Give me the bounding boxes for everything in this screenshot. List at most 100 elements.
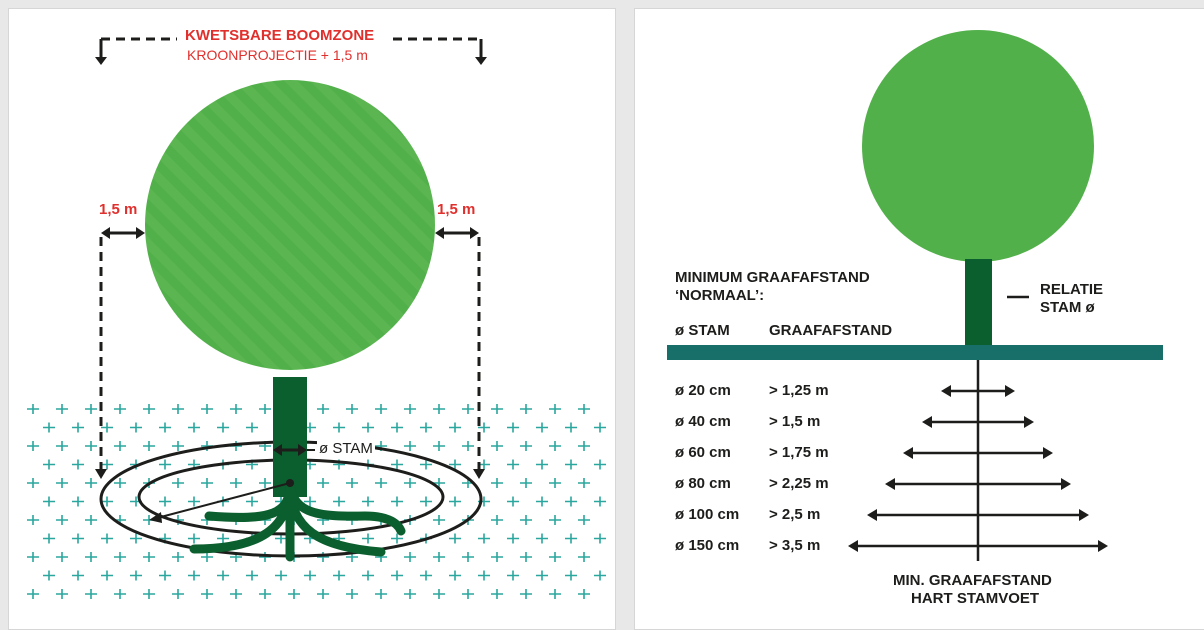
- grid-cross: [27, 552, 39, 562]
- grid-cross: [317, 552, 329, 562]
- grid-cross: [520, 589, 532, 599]
- stam-label: ø STAM: [317, 440, 375, 457]
- row-stam: ø 100 cm: [675, 506, 740, 523]
- grid-cross: [188, 533, 200, 544]
- grid-cross: [85, 441, 97, 451]
- grid-cross: [478, 533, 490, 544]
- grid-cross: [536, 496, 548, 507]
- grid-cross: [594, 570, 606, 581]
- arrow-head-right: [1024, 416, 1034, 428]
- grid-cross: [27, 404, 39, 414]
- grid-cross: [375, 589, 387, 599]
- grid-cross: [27, 478, 39, 488]
- grid-cross: [449, 533, 461, 544]
- grid-cross: [565, 422, 577, 433]
- grid-cross: [43, 570, 55, 581]
- grid-cross: [159, 570, 171, 581]
- grid-cross: [578, 552, 590, 562]
- grid-cross: [346, 478, 358, 488]
- grid-cross: [433, 441, 445, 451]
- grid-cross: [72, 570, 84, 581]
- grid-cross: [594, 496, 606, 507]
- grid-cross: [27, 589, 39, 599]
- graafafstand-illustration: [667, 30, 1163, 561]
- grid-cross: [143, 589, 155, 599]
- grid-cross: [507, 533, 519, 544]
- grid-cross: [246, 422, 258, 433]
- grid-cross: [259, 404, 271, 414]
- grid-cross: [578, 404, 590, 414]
- grid-cross: [159, 422, 171, 433]
- grid-cross: [143, 404, 155, 414]
- grid-cross: [317, 478, 329, 488]
- grid-cross: [549, 478, 561, 488]
- grid-cross: [565, 496, 577, 507]
- boomzone-subtitle: KROONPROJECTIE + 1,5 m: [187, 47, 368, 63]
- grid-cross: [565, 570, 577, 581]
- col-header-graafafstand: GRAAFAFSTAND: [769, 322, 893, 339]
- grid-cross: [404, 441, 416, 451]
- grid-cross: [594, 459, 606, 470]
- grid-cross: [101, 459, 113, 470]
- grid-cross: [217, 422, 229, 433]
- arrow-head-left: [867, 509, 877, 521]
- tree-roots: [189, 479, 406, 562]
- grid-cross: [578, 515, 590, 525]
- grid-cross: [43, 422, 55, 433]
- grid-cross: [462, 589, 474, 599]
- grid-cross: [478, 570, 490, 581]
- arrow-head-right: [1005, 385, 1015, 397]
- grid-cross: [159, 496, 171, 507]
- arrow-head-left: [941, 385, 951, 397]
- grid-cross: [420, 422, 432, 433]
- arrow-head-right: [1079, 509, 1089, 521]
- grid-cross: [404, 589, 416, 599]
- grid-cross: [565, 533, 577, 544]
- grid-cross: [578, 478, 590, 488]
- grid-cross: [333, 422, 345, 433]
- grid-cross: [101, 533, 113, 544]
- grid-cross: [246, 496, 258, 507]
- grid-cross: [27, 515, 39, 525]
- grid-cross: [72, 459, 84, 470]
- arrow-head-left: [922, 416, 932, 428]
- grid-cross: [85, 589, 97, 599]
- row-graafafstand: > 1,25 m: [769, 382, 829, 399]
- grid-cross: [391, 570, 403, 581]
- row-stam: ø 40 cm: [675, 413, 731, 430]
- right-diagram-panel: MINIMUM GRAAFAFSTAND ‘NORMAAL’: ø STAM G…: [634, 8, 1204, 630]
- grid-cross: [43, 533, 55, 544]
- row-graafafstand: > 1,75 m: [769, 444, 829, 461]
- grid-cross: [362, 570, 374, 581]
- grid-cross: [72, 496, 84, 507]
- margin-label-left: 1,5 m: [99, 201, 138, 218]
- grid-cross: [56, 552, 68, 562]
- grid-cross: [404, 552, 416, 562]
- grid-cross: [404, 478, 416, 488]
- grid-cross: [362, 496, 374, 507]
- grid-cross: [536, 570, 548, 581]
- grid-cross: [217, 533, 229, 544]
- grid-cross: [391, 496, 403, 507]
- grid-cross: [114, 404, 126, 414]
- ground-grid: [27, 404, 606, 599]
- arrow-head-left: [885, 478, 895, 490]
- grid-cross: [304, 496, 316, 507]
- grid-cross: [449, 570, 461, 581]
- grid-cross: [520, 515, 532, 525]
- grid-cross: [433, 552, 445, 562]
- grid-cross: [346, 404, 358, 414]
- grid-cross: [491, 515, 503, 525]
- grid-cross: [188, 570, 200, 581]
- heading-line-1: MINIMUM GRAAFAFSTAND: [675, 269, 870, 286]
- grid-cross: [143, 441, 155, 451]
- grid-cross: [433, 515, 445, 525]
- grid-cross: [275, 570, 287, 581]
- grid-cross: [549, 589, 561, 599]
- grid-cross: [520, 404, 532, 414]
- left-diagram-panel: KWETSBARE BOOMZONE KROONPROJECTIE + 1,5 …: [8, 8, 616, 630]
- grid-cross: [507, 570, 519, 581]
- grid-cross: [491, 441, 503, 451]
- arrow-head-left: [903, 447, 913, 459]
- grid-cross: [491, 478, 503, 488]
